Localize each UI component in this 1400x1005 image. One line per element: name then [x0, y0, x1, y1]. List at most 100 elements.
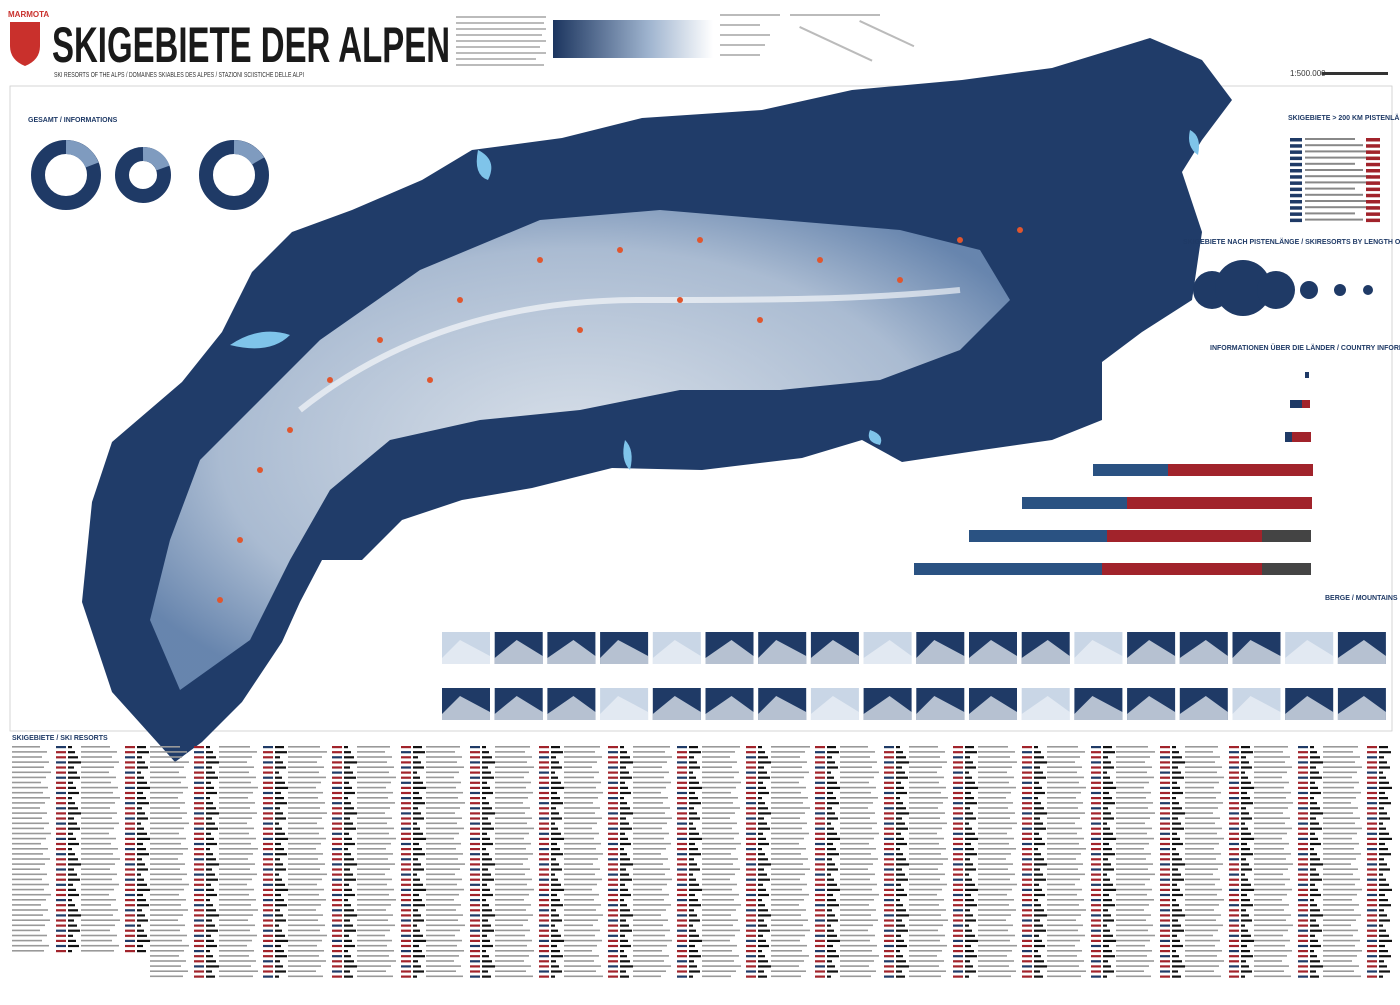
resort-row	[1379, 919, 1390, 922]
resort-row	[965, 812, 973, 815]
resort-row	[150, 929, 180, 932]
resort-row	[827, 812, 835, 815]
resort-row	[608, 776, 618, 779]
resort-row	[953, 934, 963, 937]
resort-row	[219, 950, 254, 952]
resort-row	[758, 975, 767, 978]
resort-row	[1116, 919, 1146, 921]
resort-row	[357, 756, 392, 758]
resort-row	[12, 771, 51, 774]
resort-row	[1241, 883, 1251, 886]
resort-row	[137, 883, 147, 886]
resort-row	[1185, 817, 1220, 819]
resort-row	[965, 939, 978, 942]
resort-row	[978, 975, 1011, 978]
resort-row	[771, 919, 808, 921]
resort-row	[1379, 766, 1390, 769]
resort-row	[1379, 914, 1387, 917]
resort-row	[1022, 924, 1032, 927]
resort-row	[413, 929, 420, 932]
resort-row	[344, 919, 350, 922]
resort-row	[470, 766, 480, 769]
resort-row	[1116, 929, 1148, 932]
resort-row	[401, 848, 411, 851]
resort-row	[1241, 822, 1245, 825]
resort-row	[401, 766, 411, 769]
resort-row	[1254, 955, 1287, 957]
resort-row	[633, 822, 667, 825]
resort-row	[1047, 970, 1086, 972]
resort-row	[1367, 822, 1377, 825]
resort-row	[896, 960, 906, 963]
resort-row	[68, 914, 81, 917]
resort-row	[219, 842, 251, 845]
resort-row	[288, 970, 316, 972]
resort-row	[758, 807, 768, 810]
resort-row	[12, 751, 47, 753]
resort-row	[206, 853, 213, 856]
resort-row	[263, 909, 273, 912]
resort-row	[689, 965, 697, 968]
resort-row	[125, 858, 135, 861]
resort-row	[827, 975, 831, 978]
resort-row	[746, 944, 756, 948]
resort-row	[68, 786, 76, 789]
resort-row	[1022, 858, 1032, 861]
section-title: GESAMT / INFORMATIONS	[28, 117, 118, 124]
resort-row	[1172, 771, 1181, 774]
resort-row	[1241, 837, 1254, 840]
resort-row	[288, 899, 326, 901]
resort-row	[495, 766, 534, 768]
resort-row	[413, 746, 422, 749]
resort-row	[1047, 878, 1080, 881]
resort-row	[401, 970, 411, 973]
mountain-peak	[969, 640, 1017, 664]
resort-row	[896, 975, 905, 978]
resort-row	[68, 781, 73, 784]
resort-row	[965, 883, 975, 886]
resort-row	[884, 746, 894, 749]
resort-row	[840, 919, 878, 921]
resort-row	[401, 939, 411, 942]
resort-row	[470, 888, 480, 891]
resort-row	[413, 909, 418, 912]
resort-row	[815, 955, 825, 958]
resort-row	[1254, 812, 1283, 814]
resort-row	[470, 929, 480, 932]
resort-row	[965, 893, 971, 897]
resort-row	[470, 776, 480, 779]
resort-row	[1254, 904, 1289, 906]
resort-row	[815, 934, 825, 937]
resort-row	[1310, 914, 1323, 917]
resort-row	[1310, 853, 1317, 856]
resort-row	[1323, 837, 1352, 840]
resort-row	[702, 837, 734, 840]
resort-row	[1047, 766, 1082, 768]
resort-row	[620, 817, 626, 820]
resort-row	[357, 807, 390, 809]
resort-row	[275, 899, 284, 902]
resort-row	[426, 955, 459, 957]
resort-row	[482, 802, 489, 805]
resort-row	[758, 909, 768, 912]
resort-row	[357, 863, 395, 865]
resort-row	[263, 756, 273, 759]
resort-row	[746, 858, 756, 861]
resort-row	[495, 878, 532, 881]
resort-row	[620, 858, 630, 861]
resort-row	[771, 786, 806, 789]
resort-row	[495, 970, 526, 972]
resort-row	[1160, 807, 1170, 810]
resort-row	[1379, 944, 1385, 948]
resort-row	[401, 807, 411, 810]
resort-row	[1367, 904, 1377, 907]
mountain-peak	[810, 640, 859, 664]
resort-row	[608, 960, 618, 963]
resort-row	[551, 853, 563, 856]
resort-row	[413, 837, 426, 840]
resort-row	[677, 939, 687, 942]
resort-row	[426, 975, 463, 978]
resort-row	[56, 939, 66, 942]
resort-row	[815, 853, 825, 856]
resort-row	[413, 786, 426, 789]
